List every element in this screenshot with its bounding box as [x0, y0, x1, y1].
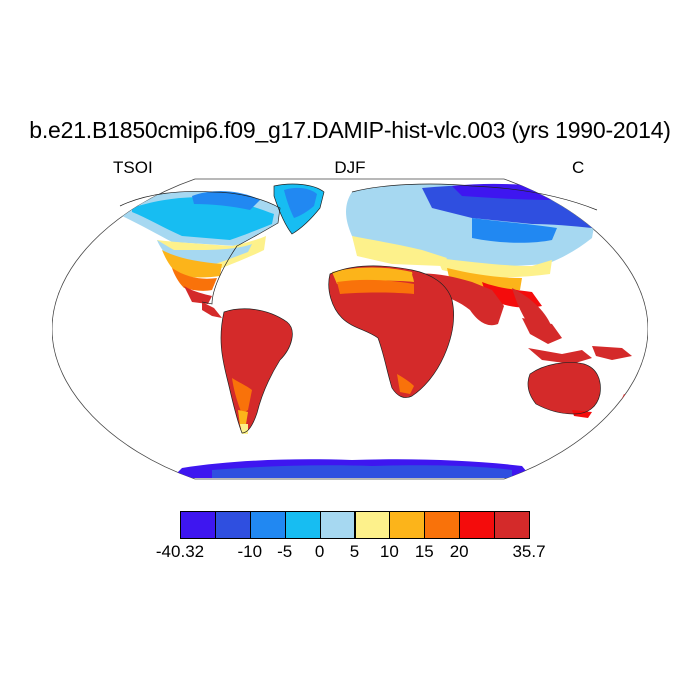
colorbar-tick-label: 0 [314, 542, 325, 561]
colorbar-box [424, 511, 461, 539]
colorbar-box [354, 511, 391, 539]
colorbar-box [284, 511, 321, 539]
southeast-asia [522, 318, 632, 364]
colorbar-tick-label: -40.32 [155, 542, 205, 561]
colorbar-box [319, 511, 356, 539]
colorbar-tick-label: 35.7 [512, 542, 546, 561]
colorbar-tick-label: 5 [349, 542, 360, 561]
australia [528, 362, 601, 414]
north-america [120, 191, 280, 318]
colorbar-tick-label: -10 [237, 542, 263, 561]
colorbar-box [389, 511, 426, 539]
africa [328, 265, 454, 398]
south-america [220, 308, 293, 434]
variable-label: TSOI [113, 158, 153, 177]
units-label: C [572, 158, 585, 177]
season-label: DJF [334, 158, 366, 177]
colorbar-box [180, 511, 216, 539]
colorbar-box [249, 511, 286, 539]
colorbar-tick-label: 15 [414, 542, 434, 561]
plot-title: b.e21.B1850cmip6.f09_g17.DAMIP-hist-vlc.… [29, 117, 671, 143]
colorbar-box [459, 511, 496, 539]
colorbar-box [214, 511, 251, 539]
colorbar-tick-label: 20 [449, 542, 469, 561]
colorbar-box [494, 511, 530, 539]
colorbar-tick-label: -5 [277, 542, 293, 561]
eurasia [346, 183, 600, 338]
world-map [52, 178, 648, 480]
colorbar-tick-label: 10 [379, 542, 399, 561]
arabia-india [412, 273, 504, 326]
